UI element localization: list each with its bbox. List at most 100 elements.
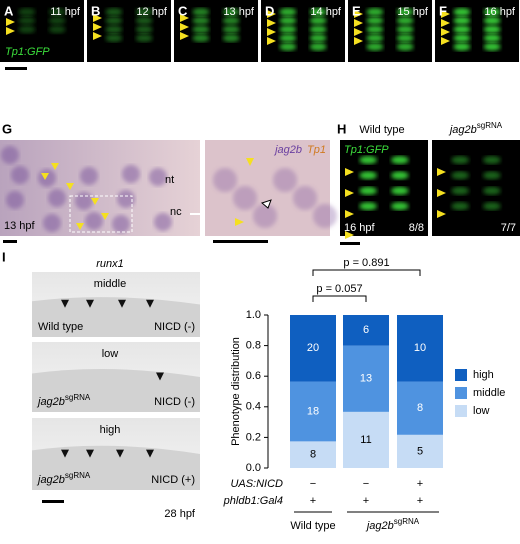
gfp-signal — [279, 8, 297, 16]
gfp-signal — [135, 25, 153, 34]
stage-label: 13 hpf — [4, 220, 36, 232]
arrowhead — [441, 28, 450, 36]
embryo-outline — [32, 369, 200, 412]
arrowhead — [441, 10, 450, 18]
gfp-signal — [135, 8, 153, 16]
panel-letter: G — [2, 121, 12, 136]
arrowhead — [345, 168, 354, 176]
arrowhead — [345, 189, 354, 197]
bar-segment — [397, 315, 443, 382]
genotype-label-main: Wild type — [38, 321, 83, 333]
arrowhead — [180, 32, 189, 40]
ish-cell — [117, 190, 135, 208]
gfp-signal — [396, 34, 414, 43]
arrowhead — [180, 23, 189, 31]
gfp-signal — [396, 25, 414, 34]
gfp-signal — [309, 16, 327, 25]
gfp-signal — [366, 8, 384, 16]
y-tick-label: 0.8 — [246, 340, 261, 352]
legend-label: middle — [473, 387, 505, 399]
stage-label: 13 hpf — [223, 6, 255, 18]
legend-label: low — [473, 405, 490, 417]
micrograph — [348, 0, 432, 62]
genotype-label: Wild type — [359, 124, 404, 136]
gfp-signal — [192, 8, 210, 16]
gfp-signal — [18, 16, 36, 25]
arrowhead — [51, 163, 59, 170]
arrowhead — [180, 14, 189, 22]
condition-value: + — [363, 495, 369, 507]
scale-bar — [5, 67, 27, 70]
ish-cell — [253, 204, 277, 228]
genotype-label-sup: sgRNA — [65, 393, 91, 402]
stage-label: 28 hpf — [164, 508, 196, 520]
count-label: 10 — [414, 342, 426, 354]
p-value: p = 0.057 — [316, 283, 362, 295]
ish-cell — [149, 168, 167, 186]
arrowhead — [61, 449, 69, 458]
gfp-signal — [18, 25, 36, 34]
y-axis-label: Phenotype distribution — [230, 337, 242, 446]
gfp-signal — [309, 42, 327, 51]
stage-label: 12 hpf — [136, 6, 168, 18]
count-label: 6 — [363, 324, 369, 336]
gfp-signal — [105, 8, 123, 16]
gfp-signal — [483, 8, 501, 16]
condition-name: phldb1:Gal4 — [223, 495, 283, 507]
gfp-signal — [391, 171, 409, 180]
arrowhead — [437, 210, 446, 218]
gfp-signal — [279, 34, 297, 43]
gfp-signal — [391, 202, 409, 211]
gfp-signal — [359, 156, 377, 164]
gfp-signal — [279, 42, 297, 51]
genotype-label: jag2bsgRNA — [36, 471, 91, 486]
bar-segment — [343, 411, 389, 468]
arrowhead — [441, 37, 450, 45]
gfp-signal — [222, 8, 240, 16]
nicd-label: NICD (-) — [154, 396, 195, 408]
gfp-signal — [396, 16, 414, 25]
ish-cell — [43, 214, 61, 232]
group-label: Wild type — [290, 520, 335, 532]
embryo-outline — [32, 297, 200, 337]
panel-letter: C — [178, 3, 188, 18]
gfp-signal — [222, 16, 240, 25]
y-tick-label: 0.2 — [246, 431, 261, 443]
inset-box — [69, 195, 133, 233]
gfp-signal — [309, 8, 327, 16]
ish-cell — [48, 189, 66, 207]
count-label: 18 — [307, 405, 319, 417]
arrowhead — [345, 210, 354, 218]
gfp-signal — [192, 34, 210, 43]
condition-name: UAS:NICD — [230, 478, 283, 490]
p-value: p = 0.891 — [343, 257, 389, 269]
probe-label: jag2b Tp1 — [273, 144, 326, 156]
group-label-main: Wild type — [290, 520, 335, 532]
ish-cell — [38, 169, 56, 187]
gfp-signal — [483, 34, 501, 43]
gfp-signal — [48, 8, 66, 16]
reporter-label: Tp1:GFP — [344, 144, 389, 156]
panel-letter: A — [4, 3, 14, 18]
gfp-signal — [105, 34, 123, 43]
count-label: 13 — [360, 373, 372, 385]
gfp-signal — [483, 186, 501, 195]
gfp-signal — [451, 186, 469, 195]
ish-cell — [11, 166, 29, 184]
gfp-signal — [483, 16, 501, 25]
gfp-signal — [396, 8, 414, 16]
gfp-signal — [366, 25, 384, 34]
arrowhead — [6, 27, 15, 35]
gfp-signal — [359, 202, 377, 211]
genotype-label-sup: sgRNA — [477, 121, 503, 130]
count-label: 11 — [360, 434, 371, 446]
y-tick-label: 0.6 — [246, 370, 261, 382]
gfp-signal — [391, 156, 409, 164]
gfp-signal — [483, 171, 501, 180]
gfp-signal — [366, 16, 384, 25]
legend-swatch — [455, 369, 467, 381]
gfp-signal — [359, 186, 377, 195]
gfp-signal — [222, 34, 240, 43]
arrowhead — [146, 449, 154, 458]
